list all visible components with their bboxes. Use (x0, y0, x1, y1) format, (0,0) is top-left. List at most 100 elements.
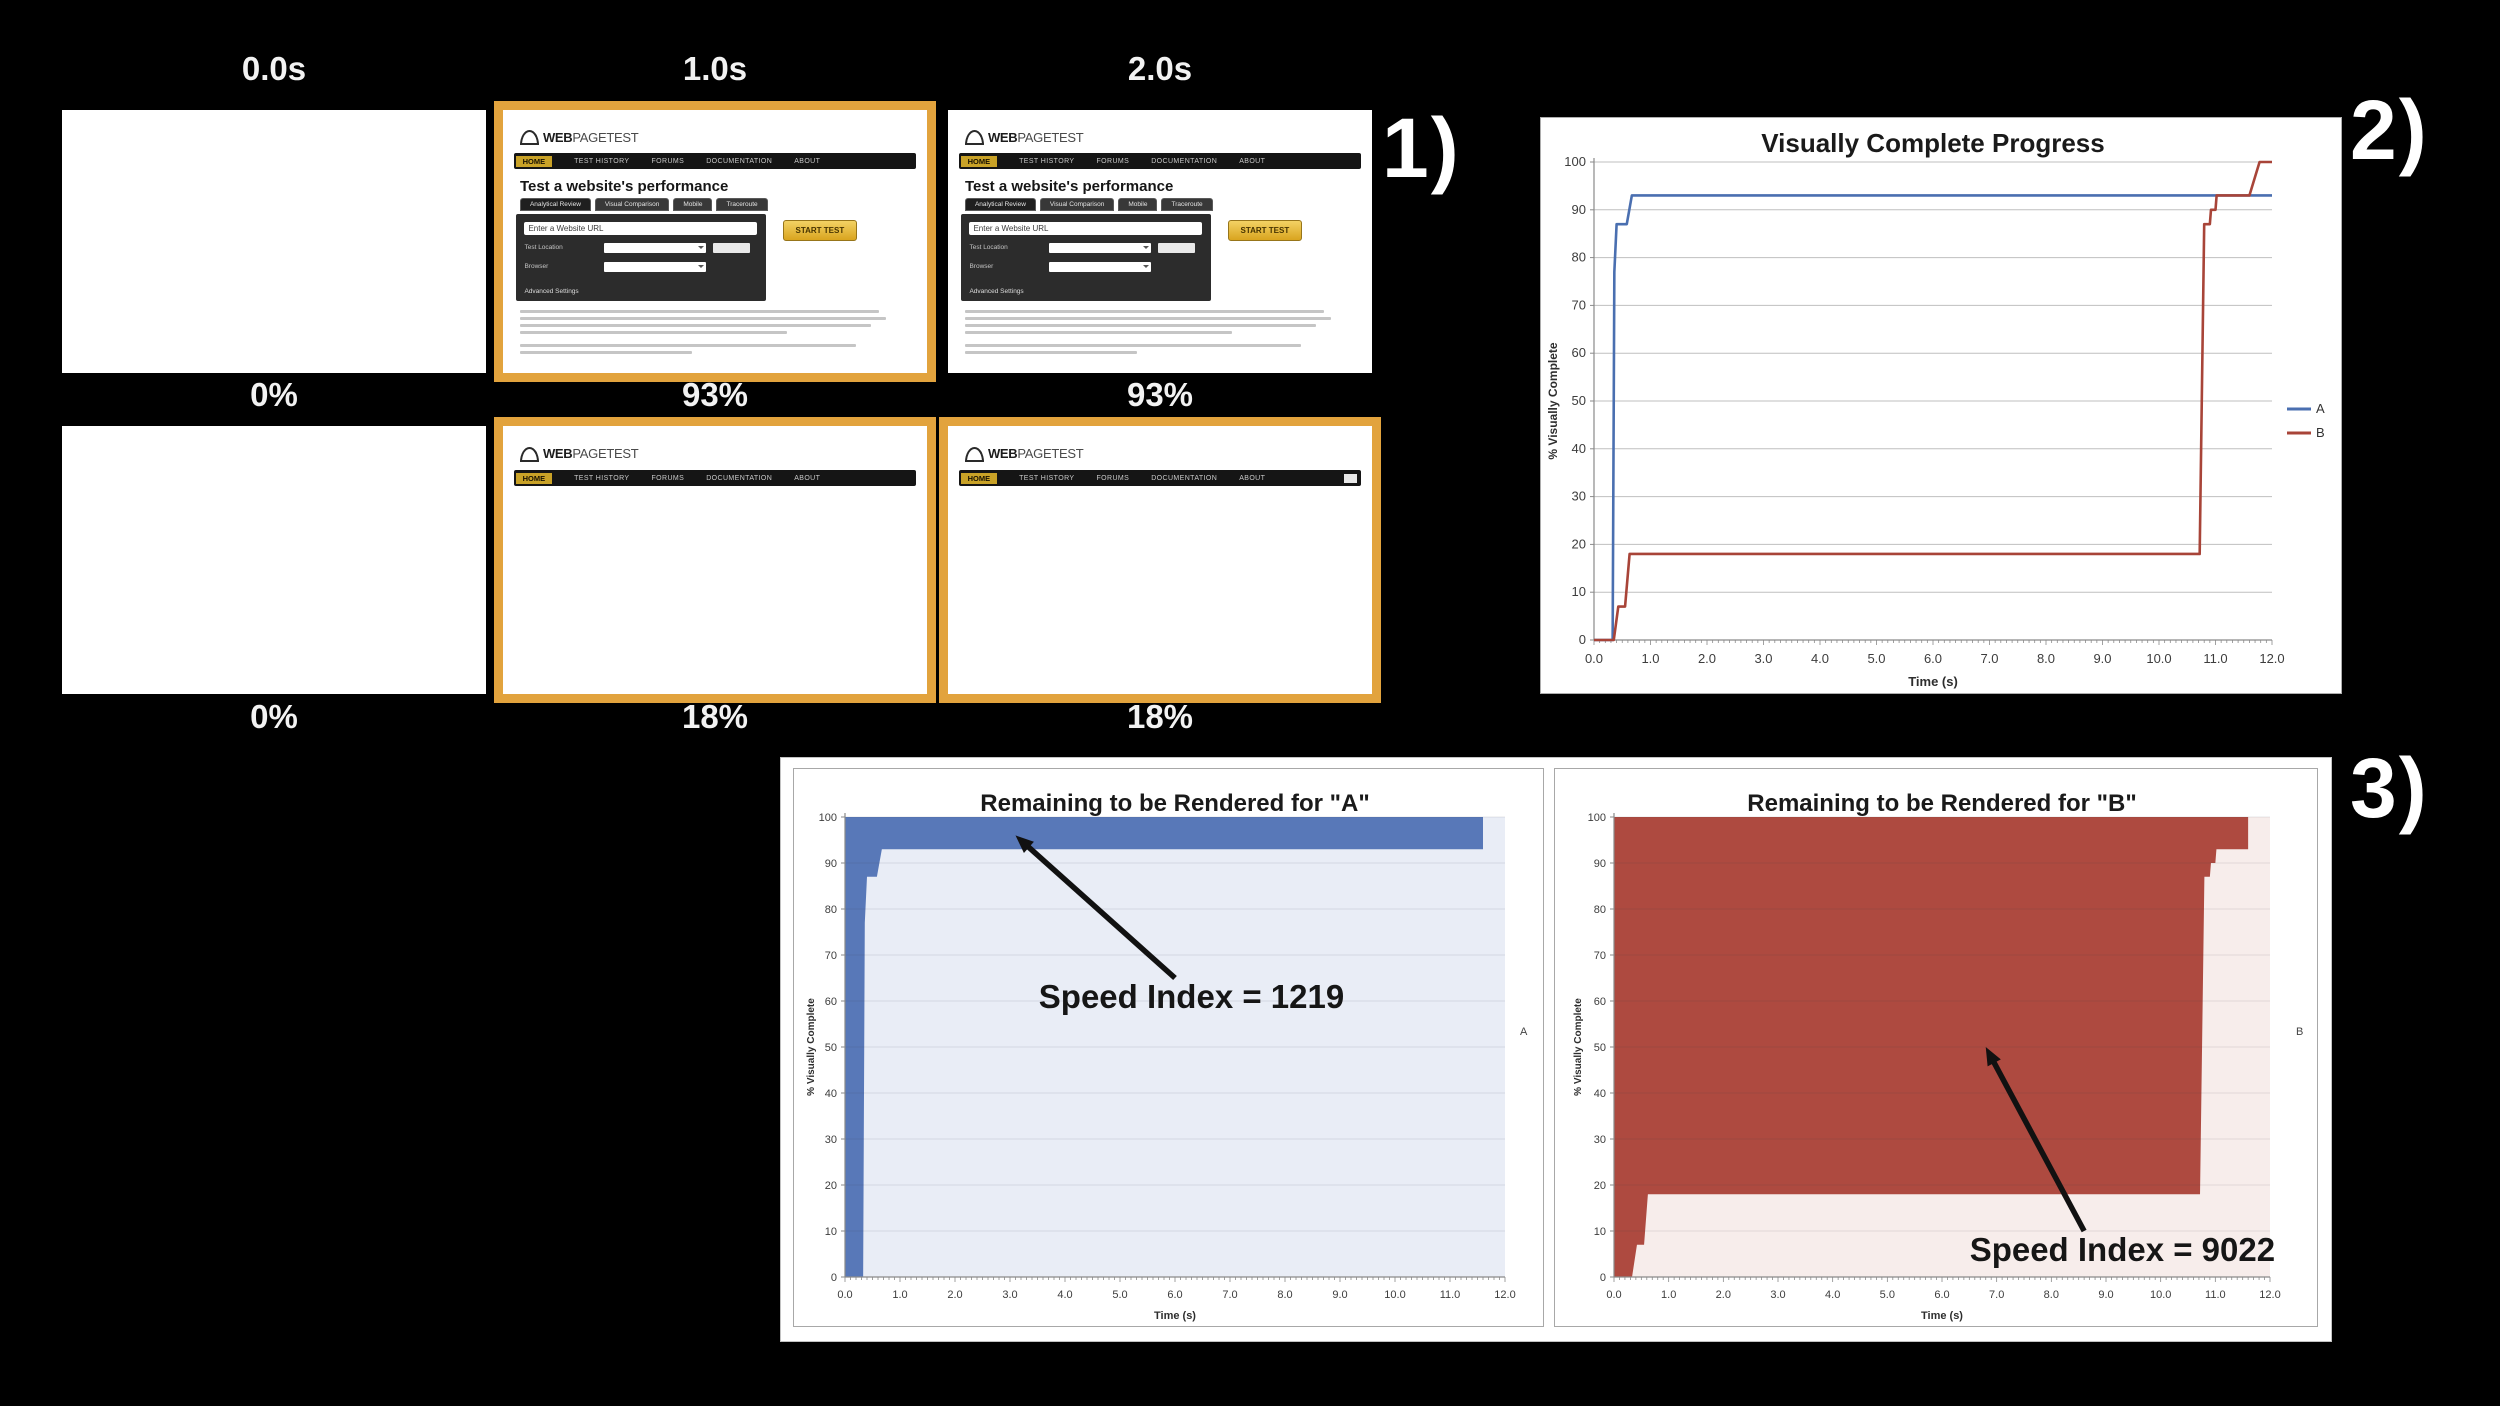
nav-item: DOCUMENTATION (706, 157, 773, 165)
y-tick-label: 80 (1594, 904, 1606, 916)
x-tick-label: 9.0 (2093, 651, 2111, 666)
annotation-arrowhead (1015, 835, 1034, 853)
filmstrip: 0.0s 1.0s 2.0s WEBPAGETEST HOME TEST HISTORY F… (0, 0, 1480, 760)
y-tick-label: 10 (1594, 1226, 1606, 1238)
nav-item: ABOUT (1239, 157, 1266, 165)
page-tab: Analytical Review (964, 198, 1036, 212)
text-line (964, 343, 1301, 348)
visually-complete-chart-panel: 0 10 20 30 40 50 60 70 80 90 100 0.0 1.0 2.0 3.0 4.0 5.0… (1540, 117, 2342, 694)
chart-title: Remaining to be Rendered for "B" (1747, 790, 2136, 817)
x-tick-label: 2.0 (947, 1289, 962, 1301)
y-tick-label: 10 (825, 1226, 837, 1238)
x-tick-label: 10.0 (2146, 651, 2171, 666)
nav-item: HOME (960, 472, 998, 484)
page-tabs: Analytical Review Visual Comparison Mobile… (519, 198, 772, 212)
filmstrip-thumbnail: WEBPAGETEST HOME TEST HISTORY FORUMS DOCUMEN… (939, 417, 1381, 703)
text-line (519, 350, 692, 355)
filmstrip-thumbnail (62, 426, 486, 694)
logo-text-bold: WEB (987, 446, 1018, 462)
x-tick-label: 8.0 (1277, 1289, 1292, 1301)
logo-text-light: PAGETEST (572, 446, 639, 462)
remaining-area-fill (1614, 817, 2249, 1277)
x-tick-label: 7.0 (1222, 1289, 1237, 1301)
y-tick-label: 40 (1572, 441, 1586, 456)
start-test-button: START TEST (782, 220, 857, 241)
page-tab: Traceroute (716, 198, 768, 212)
y-tick-label: 70 (825, 950, 837, 962)
webpagetest-logo-icon (964, 446, 984, 462)
x-tick-label: 6.0 (1934, 1289, 1949, 1301)
y-tick-label: 100 (819, 812, 837, 824)
y-tick-label: 80 (825, 904, 837, 916)
webpagetest-logo-text: WEBPAGETEST (543, 445, 639, 463)
nav-item: DOCUMENTATION (1151, 474, 1218, 482)
x-tick-label: 1.0 (892, 1289, 907, 1301)
logo-text-bold: WEB (987, 129, 1018, 145)
thumb-navbar: HOME TEST HISTORY FORUMS DOCUMENTATION ABOUT (513, 470, 917, 487)
form-label: Browser (524, 263, 549, 271)
y-axis-title: % Visually Complete (806, 998, 817, 1096)
step-2-marker: 2) (2350, 83, 2429, 177)
nav-item: HOME (515, 472, 553, 484)
remainA-chart: 0 10 20 30 40 50 60 70 80 90 100 0.0 1.0 2.0 3.0 4.0 5.0… (806, 790, 1528, 1322)
location-map-button (1157, 242, 1196, 253)
y-tick-label: 0 (831, 1272, 837, 1284)
form-panel: Enter a Website URL Test Location Browser A… (960, 213, 1211, 301)
text-line (519, 330, 788, 335)
speed-index-annotation: Speed Index = 9022 (1970, 1231, 2275, 1268)
page-tab: Visual Comparison (594, 198, 670, 212)
x-tick-label: 4.0 (1825, 1289, 1840, 1301)
paragraph-gap (520, 338, 902, 344)
page-heading: Test a website's performance (964, 178, 1174, 196)
page-tab: Analytical Review (519, 198, 591, 212)
text-line (519, 316, 887, 321)
x-tick-label: 10.0 (2150, 1289, 2171, 1301)
percent-label: 18% (1126, 698, 1194, 735)
speed-index-annotation: Speed Index = 1219 (1039, 978, 1344, 1015)
location-select (1048, 242, 1151, 253)
step-3-marker: 3) (2350, 741, 2429, 835)
y-tick-label: 30 (1594, 1134, 1606, 1146)
nav-item: TEST HISTORY (574, 474, 630, 482)
x-tick-label: 12.0 (2259, 651, 2284, 666)
webpagetest-logo: WEBPAGETEST (964, 442, 1084, 466)
y-tick-label: 0 (1579, 632, 1586, 647)
x-tick-label: 12.0 (1494, 1289, 1515, 1301)
y-tick-label: 100 (1564, 154, 1586, 169)
form-row-browser: Browser (969, 261, 1202, 272)
location-map-button (712, 242, 751, 253)
webpagetest-logo: WEBPAGETEST (964, 126, 1084, 150)
page-tabs: Analytical Review Visual Comparison Mobile… (964, 198, 1217, 212)
remaining-charts-container: 0 10 20 30 40 50 60 70 80 90 100 0.0 1.0 2.0 3.0 4.0 5.0… (780, 757, 2332, 1342)
y-tick-label: 20 (1572, 536, 1586, 551)
y-tick-label: 20 (825, 1180, 837, 1192)
y-tick-label: 10 (1572, 584, 1586, 599)
time-label: 1.0s (682, 50, 748, 87)
advanced-settings-link: Advanced Settings (969, 287, 1024, 295)
x-tick-label: 1.0 (1661, 1289, 1676, 1301)
annotation-arrowhead (1985, 1047, 2001, 1067)
thumb-navbar: HOME TEST HISTORY FORUMS DOCUMENTATION ABOUT (958, 153, 1362, 170)
browser-select (1048, 261, 1151, 272)
y-tick-label: 90 (825, 858, 837, 870)
nav-item: TEST HISTORY (574, 157, 630, 165)
time-label: 0.0s (241, 50, 307, 87)
x-tick-label: 1.0 (1641, 651, 1659, 666)
y-tick-label: 40 (825, 1088, 837, 1100)
x-tick-label: 11.0 (2203, 651, 2227, 666)
page-tab: Mobile (1118, 198, 1158, 212)
chart-title: Remaining to be Rendered for "A" (980, 790, 1369, 817)
x-tick-label: 6.0 (1924, 651, 1942, 666)
legend-label-B: B (2296, 1026, 2303, 1038)
webpagetest-logo-icon (964, 130, 984, 146)
y-tick-label: 40 (1594, 1088, 1606, 1100)
x-tick-label: 11.0 (2205, 1289, 2226, 1301)
text-line (964, 323, 1317, 328)
start-test-button: START TEST (1227, 220, 1302, 241)
x-tick-label: 8.0 (2037, 651, 2055, 666)
nav-item: FORUMS (651, 474, 685, 482)
y-axis-title: % Visually Complete (1546, 342, 1560, 459)
page-tab: Traceroute (1161, 198, 1213, 212)
form-label: Test Location (524, 244, 563, 251)
percent-label: 0% (250, 698, 298, 735)
